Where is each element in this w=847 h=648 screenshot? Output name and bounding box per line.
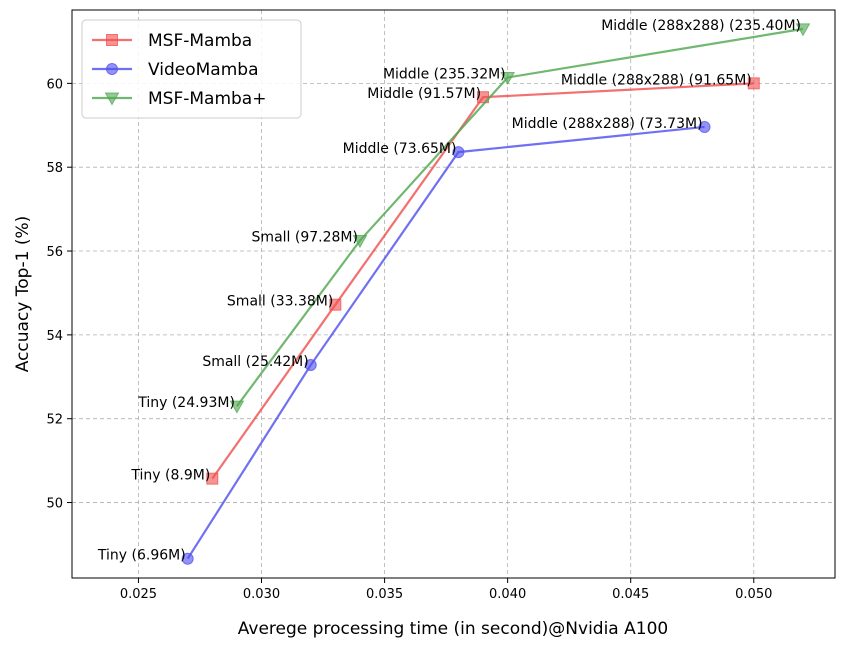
data-point-msf-mamba: [329, 298, 342, 311]
ticks: 0.025 0.030 0.035 0.040 0.045 0.050 50 52 54 56 58…: [46, 77, 772, 602]
legend-label-msf-mamba: MSF-Mamba+: [148, 89, 266, 109]
point-annotation: Small (97.28M): [252, 230, 358, 246]
point-annotation: Tiny (6.96M): [97, 548, 186, 564]
point-annotation: Middle (288x288) (235.40M): [601, 18, 801, 34]
series-layer: [181, 23, 811, 565]
x-tick-label: 0.045: [612, 587, 649, 602]
annotations: Tiny (6.96M) Tiny (8.9M) Tiny (24.93M) Smal…: [97, 18, 801, 564]
legend-label-videomamba: VideoMamba: [148, 60, 258, 80]
y-tick-label: 60: [46, 77, 63, 92]
point-annotation: Middle (91.57M): [367, 86, 481, 102]
x-tick-label: 0.040: [489, 587, 526, 602]
data-point-videomamba: [181, 552, 194, 565]
y-tick-label: 54: [46, 329, 63, 344]
x-tick-label: 0.035: [366, 587, 403, 602]
data-point-msf-mamba: [352, 235, 368, 249]
data-point-msf-mamba: [747, 77, 760, 90]
legend-marker-msf-mamba: [106, 34, 118, 46]
data-point-videomamba: [452, 146, 465, 159]
y-tick-label: 50: [46, 497, 63, 512]
legend: MSF-Mamba VideoMamba MSF-Mamba+: [81, 19, 302, 119]
data-point-msf-mamba: [795, 23, 811, 37]
x-tick-label: 0.025: [120, 587, 157, 602]
legend-box: [81, 19, 302, 119]
data-point-videomamba: [698, 120, 711, 133]
y-axis-title: Accuacy Top-1 (%): [13, 216, 33, 373]
point-annotation: Middle (288x288) (73.73M): [512, 116, 703, 132]
point-annotation: Middle (235.32M): [383, 66, 506, 82]
point-annotation: Tiny (24.93M): [137, 395, 235, 411]
x-axis-title: Averege processing time (in second)@Nvid…: [238, 619, 668, 639]
y-tick-label: 52: [46, 413, 63, 428]
legend-label-msf-mamba: MSF-Mamba: [148, 31, 252, 51]
y-tick-label: 58: [46, 161, 63, 176]
x-tick-label: 0.050: [735, 587, 772, 602]
legend-marker-msf-mamba: [104, 92, 120, 106]
data-point-msf-mamba: [229, 400, 245, 414]
plot-frame: [71, 9, 836, 579]
point-annotation: Middle (288x288) (91.65M): [561, 72, 752, 88]
point-annotation: Tiny (8.9M): [130, 468, 210, 484]
data-point-msf-mamba: [206, 472, 219, 485]
legend-marker-videomamba: [106, 63, 118, 75]
point-annotation: Small (25.42M): [202, 354, 308, 370]
series-line-videomamba: [186, 125, 705, 560]
data-point-videomamba: [304, 359, 317, 372]
x-tick-label: 0.030: [243, 587, 280, 602]
series-line-msf-mamba: [236, 27, 804, 407]
data-point-msf-mamba: [500, 71, 516, 86]
point-annotation: Small (33.38M): [227, 294, 333, 310]
y-tick-label: 56: [46, 245, 63, 260]
point-annotation: Middle (73.65M): [343, 141, 457, 157]
series-line-msf-mamba: [211, 82, 754, 480]
